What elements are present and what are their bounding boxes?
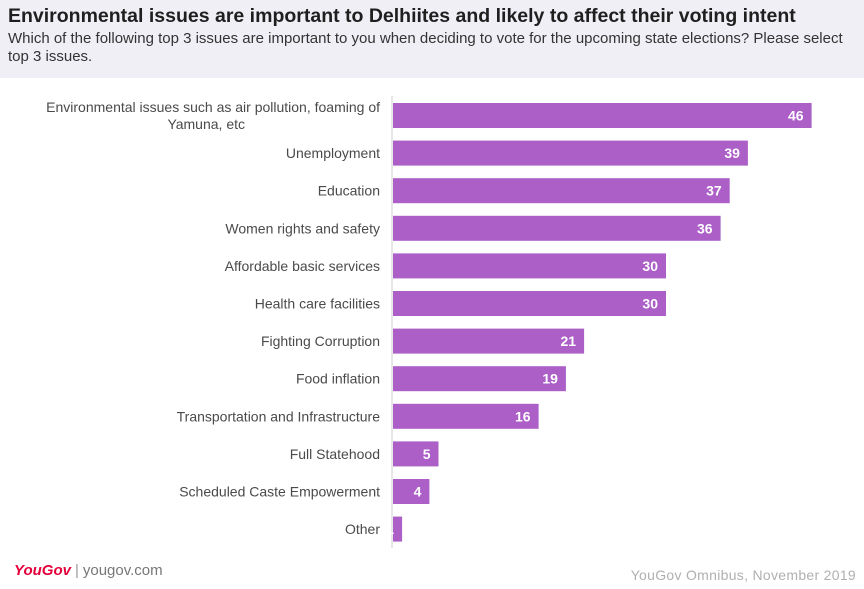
category-label-10: Scheduled Caste Empowerment bbox=[179, 484, 380, 500]
category-label-line-5-0: Health care facilities bbox=[255, 296, 380, 312]
bar-value-label-2: 37 bbox=[706, 183, 722, 199]
bar-value-label-3: 36 bbox=[697, 220, 713, 236]
bar-value-label-5: 30 bbox=[642, 296, 658, 312]
category-label-4: Affordable basic services bbox=[225, 258, 380, 274]
bar-11 bbox=[393, 516, 403, 542]
bar-value-label-4: 30 bbox=[642, 258, 658, 274]
category-label-1: Unemployment bbox=[286, 145, 380, 161]
bar-1 bbox=[393, 140, 748, 166]
bar-2 bbox=[393, 178, 730, 204]
bar-0 bbox=[393, 103, 812, 128]
chart-subtitle: Which of the following top 3 issues are … bbox=[8, 30, 843, 65]
category-label-0: Environmental issues such as air polluti… bbox=[46, 99, 380, 132]
chart-title: Environmental issues are important to De… bbox=[8, 5, 796, 27]
brand-gov: Gov bbox=[41, 562, 71, 579]
chart-header: Environmental issues are important to De… bbox=[0, 0, 864, 78]
category-label-2: Education bbox=[318, 183, 380, 199]
bar-4 bbox=[393, 253, 666, 279]
footer-source: YouGov Omnibus, November 2019 bbox=[630, 567, 856, 583]
category-label-5: Health care facilities bbox=[255, 296, 380, 312]
category-label-8: Transportation and Infrastructure bbox=[177, 408, 381, 424]
bar-value-label-11: 1 bbox=[386, 521, 394, 537]
category-label-line-7-0: Food inflation bbox=[296, 371, 380, 387]
category-label-11: Other bbox=[345, 521, 380, 537]
category-label-line-9-0: Full Statehood bbox=[290, 446, 380, 462]
category-label-line-1-0: Unemployment bbox=[286, 145, 380, 161]
category-label-7: Food inflation bbox=[296, 371, 380, 387]
bar-value-label-0: 46 bbox=[788, 108, 804, 124]
yougov-logo: YouGov | yougov.com bbox=[14, 562, 163, 579]
bar-chart: 46 Environmental issues such as air pollu… bbox=[46, 96, 812, 548]
bar-8 bbox=[393, 403, 539, 429]
category-label-line-0-1: Yamuna, etc bbox=[167, 116, 245, 132]
bar-10 bbox=[393, 479, 430, 504]
category-label-3: Women rights and safety bbox=[225, 220, 380, 236]
bar-6 bbox=[393, 328, 585, 354]
category-label-9: Full Statehood bbox=[290, 446, 380, 462]
brand-you: You bbox=[14, 562, 42, 579]
bar-value-label-6: 21 bbox=[561, 333, 577, 349]
category-label-line-6-0: Fighting Corruption bbox=[261, 333, 380, 349]
category-label-line-2-0: Education bbox=[318, 183, 380, 199]
category-label-line-8-0: Transportation and Infrastructure bbox=[177, 408, 381, 424]
category-label-line-0-0: Environmental issues such as air polluti… bbox=[46, 99, 380, 115]
footer-site: yougov.com bbox=[82, 562, 163, 579]
bar-9 bbox=[393, 441, 439, 467]
bar-value-label-10: 4 bbox=[414, 484, 422, 500]
bar-value-label-1: 39 bbox=[724, 145, 740, 161]
bar-value-label-9: 5 bbox=[423, 446, 431, 462]
category-label-line-4-0: Affordable basic services bbox=[225, 258, 380, 274]
footer-divider: | bbox=[74, 562, 79, 579]
bar-5 bbox=[393, 291, 666, 316]
bar-7 bbox=[393, 366, 566, 392]
category-label-6: Fighting Corruption bbox=[261, 333, 380, 349]
bar-value-label-8: 16 bbox=[515, 408, 531, 424]
category-label-line-10-0: Scheduled Caste Empowerment bbox=[179, 484, 380, 500]
bar-value-label-7: 19 bbox=[542, 371, 558, 387]
bar-3 bbox=[393, 215, 721, 241]
category-label-line-11-0: Other bbox=[345, 521, 380, 537]
category-label-line-3-0: Women rights and safety bbox=[225, 220, 380, 236]
